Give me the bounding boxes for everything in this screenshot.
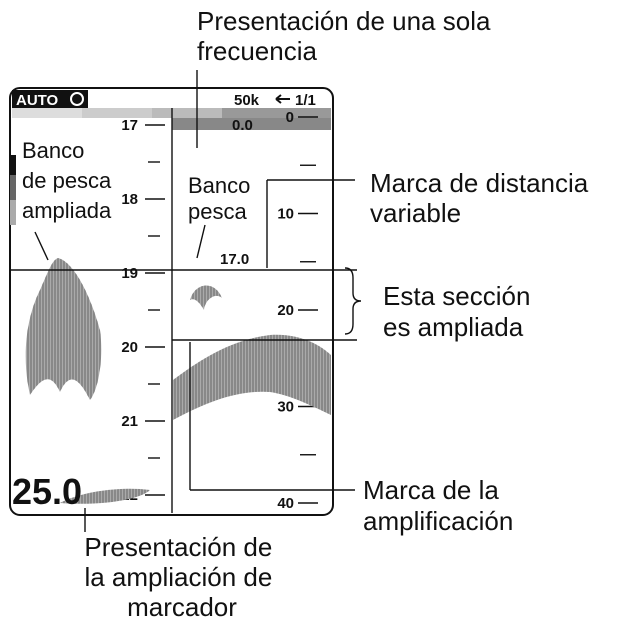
right-scale-label: 40: [277, 495, 294, 512]
single-frequency-callout: Presentación de una sola frecuencia: [197, 6, 498, 66]
left-scale-label: 19: [121, 265, 138, 282]
range-shift: 1/1: [295, 92, 316, 109]
marker-zoom-callout: Presentación de la ampliación de marcado…: [84, 532, 279, 620]
left-scale-label: 17: [121, 117, 138, 134]
color-bar: [10, 175, 16, 200]
color-bar: [10, 200, 16, 225]
left-scale-label: 20: [121, 339, 138, 356]
right-scale-label: 20: [277, 302, 294, 319]
zoom-marker-callout: Marca de la amplificación: [363, 475, 513, 536]
mode: AUTO: [16, 92, 59, 109]
brace: [345, 268, 361, 334]
offset: 0.0: [232, 117, 253, 134]
color-strip: [152, 108, 222, 118]
vrm-callout: Marca de distancia variable: [370, 168, 595, 228]
right-scale-label: 10: [277, 206, 294, 223]
vrm-value: 17.0: [220, 251, 249, 268]
zoom-section-callout: Esta sección es ampliada: [383, 281, 538, 342]
left-scale-label: 18: [121, 191, 138, 208]
right-scale-label: 0: [286, 109, 294, 126]
right-scale-label: 30: [277, 399, 294, 416]
color-strip: [82, 108, 152, 118]
diagram: AUTO 50k 1/1 0.0 171819202122010203040 B…: [0, 0, 639, 620]
color-strip: [12, 108, 82, 118]
fish-label: Banco pesca: [188, 173, 257, 224]
color-bar: [10, 155, 16, 175]
depth: 25.0: [12, 471, 82, 512]
left-scale-label: 21: [121, 413, 138, 430]
frequency: 50k: [234, 92, 260, 109]
